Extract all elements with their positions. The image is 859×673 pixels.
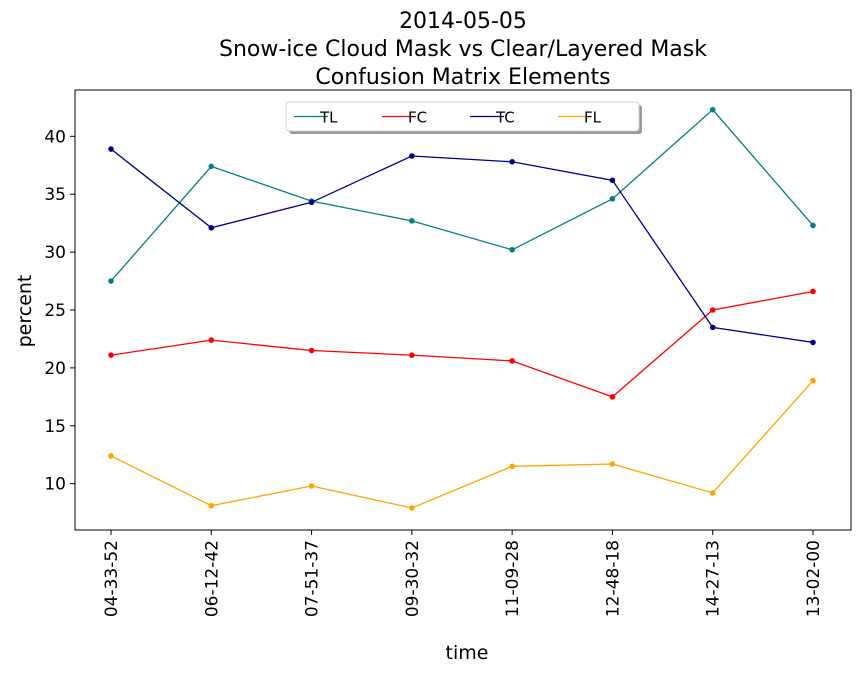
series-tc [108, 146, 816, 346]
x-tick-label: 07-51-37 [303, 540, 323, 617]
x-tick-label: 04-33-52 [102, 540, 122, 617]
data-point [409, 218, 415, 224]
y-tick-label: 10 [44, 475, 66, 495]
data-point [709, 324, 716, 331]
data-point [108, 146, 114, 152]
y-tick-label: 40 [44, 127, 66, 147]
legend-label: TC [495, 109, 515, 127]
legend-label: FL [584, 109, 602, 127]
series-line [110, 148, 814, 344]
series-line [110, 108, 814, 282]
data-point [709, 490, 716, 496]
y-tick-label: 20 [44, 359, 66, 379]
legend-label: FC [408, 109, 427, 127]
x-tick-label: 13-02-00 [804, 540, 824, 617]
x-tick-label: 11-09-28 [503, 540, 523, 617]
data-point [208, 502, 215, 509]
data-point [709, 106, 716, 113]
legend-label: TL [319, 109, 338, 127]
x-tick-label: 12-48-18 [603, 540, 623, 617]
data-point [609, 177, 616, 184]
chart-title-line: Confusion Matrix Elements [315, 65, 610, 90]
series-line [110, 380, 814, 509]
data-point [609, 461, 616, 467]
data-point [409, 505, 415, 511]
x-tick-label: 14-27-13 [704, 540, 724, 617]
y-tick-label: 25 [44, 301, 66, 321]
y-axis-label: percent [14, 275, 36, 348]
y-axis: 10 15 20 25 30 35 40 [44, 127, 75, 495]
y-tick-label: 35 [44, 185, 66, 205]
plot-area [74, 89, 852, 531]
data-point [308, 483, 315, 489]
data-point [208, 163, 215, 170]
data-point [810, 339, 816, 346]
data-point [208, 337, 215, 343]
data-point [409, 352, 415, 358]
y-tick-label: 30 [44, 243, 66, 263]
series-fc [108, 288, 816, 400]
data-point [208, 224, 215, 231]
data-point [308, 199, 315, 206]
data-series [108, 106, 816, 511]
series-fl [108, 377, 816, 511]
series-tl [108, 106, 816, 284]
chart-title-line: Snow-ice Cloud Mask vs Clear/Layered Mas… [219, 37, 707, 62]
series-line [110, 290, 814, 398]
data-point [108, 453, 114, 459]
y-tick-label: 15 [44, 417, 66, 437]
data-point [108, 278, 114, 284]
plot-frame [74, 89, 852, 531]
data-point [609, 394, 616, 400]
chart-title: 2014-05-05 Snow-ice Cloud Mask vs Clear/L… [219, 9, 707, 90]
data-point [810, 377, 816, 384]
x-axis-label: time [446, 642, 489, 664]
data-point [810, 222, 816, 229]
data-point [509, 246, 515, 253]
data-point [810, 288, 816, 295]
chart-title-line: 2014-05-05 [399, 9, 527, 34]
data-point [108, 352, 114, 358]
data-point [509, 158, 515, 165]
data-point [409, 153, 415, 159]
data-point [609, 196, 616, 202]
x-axis: 04-33-52 06-12-42 07-51-37 09-30-32 11-09-28… [102, 530, 824, 617]
data-point [709, 307, 716, 313]
legend-box [285, 101, 640, 132]
data-point [509, 358, 515, 364]
data-point [509, 463, 515, 470]
x-tick-label: 09-30-32 [403, 540, 423, 617]
x-tick-label: 06-12-42 [202, 540, 222, 617]
legend: TL FC TC FL [285, 101, 642, 134]
data-point [308, 347, 315, 354]
